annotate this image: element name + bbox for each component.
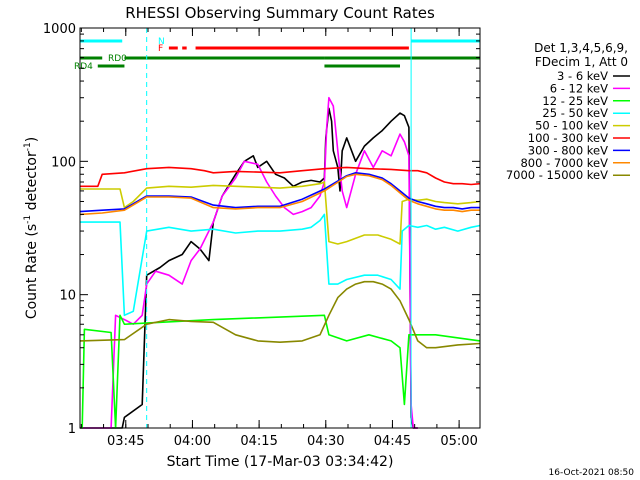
series-line-100-300-kev (80, 166, 481, 188)
plot-markers (79, 28, 481, 428)
legend: Det 1,3,4,5,6,9,FDecim 1, Att 03 - 6 keV… (506, 41, 630, 182)
date-stamp: 16-Oct-2021 08:50 (549, 468, 635, 478)
flag-label-rd4: RD4 (74, 62, 93, 72)
x-tick-label-05-00: 05:00 (440, 434, 477, 449)
legend-label-6-12-kev: 6 - 12 keV (550, 81, 608, 95)
plot-series (79, 96, 481, 429)
x-axis: 03:45 04:00 04:15 04:30 04:45 05:00 (80, 28, 478, 449)
x-tick-label-03-45: 03:45 (107, 434, 144, 449)
flag-label-f: F (158, 44, 163, 54)
y-axis-label: Count Rate (s-1 detector-1) (23, 137, 40, 319)
flag-label-rd0: RD0 (108, 54, 127, 64)
x-tick-label-04-30: 04:30 (307, 434, 344, 449)
x-tick-label-04-15: 04:15 (240, 434, 277, 449)
y-tick-label-100: 100 (51, 155, 76, 170)
series-line-50-100-kev (80, 181, 481, 245)
x-axis-label: Start Time (17-Mar-03 03:34:42) (167, 454, 394, 470)
legend-header-0: Det 1,3,4,5,6,9, (534, 41, 628, 55)
legend-label-50-100-kev: 50 - 100 keV (535, 119, 608, 133)
legend-label-100-300-kev: 100 - 300 keV (528, 131, 608, 145)
x-tick-label-04-00: 04:00 (174, 434, 211, 449)
series-line-300-800-kev (79, 172, 480, 213)
series-line-800-7000-kev (79, 173, 480, 216)
series-line-3-6-kev (80, 107, 418, 429)
y-tick-label-1000: 1000 (43, 22, 76, 37)
y-tick-label-1: 1 (68, 422, 76, 437)
series-line-6-12-kev (80, 96, 418, 429)
legend-label-25-50-kev: 25 - 50 keV (542, 106, 608, 120)
plot-flags: NF RD0 RD4 (74, 37, 480, 72)
legend-label-7000-15000-kev: 7000 - 15000 keV (506, 168, 608, 182)
legend-header-1: FDecim 1, Att 0 (535, 55, 628, 69)
chart-title: RHESSI Observing Summary Count Rates (125, 4, 435, 22)
legend-label-3-6-kev: 3 - 6 keV (557, 69, 608, 83)
legend-label-12-25-kev: 12 - 25 keV (542, 94, 608, 108)
plot-frame (79, 27, 481, 429)
series-line-7000-15000-kev (79, 280, 481, 349)
series-line-25-50-kev (80, 213, 481, 317)
y-axis: 1 10 100 1000 (43, 22, 480, 437)
flag-label-n: N (158, 37, 165, 47)
x-tick-label-04-45: 04:45 (374, 434, 411, 449)
legend-label-800-7000-kev: 800 - 7000 keV (520, 156, 608, 170)
legend-label-300-800-kev: 300 - 800 keV (528, 143, 608, 157)
series-line-12-25-kev (80, 314, 481, 429)
y-tick-label-10: 10 (59, 289, 76, 304)
